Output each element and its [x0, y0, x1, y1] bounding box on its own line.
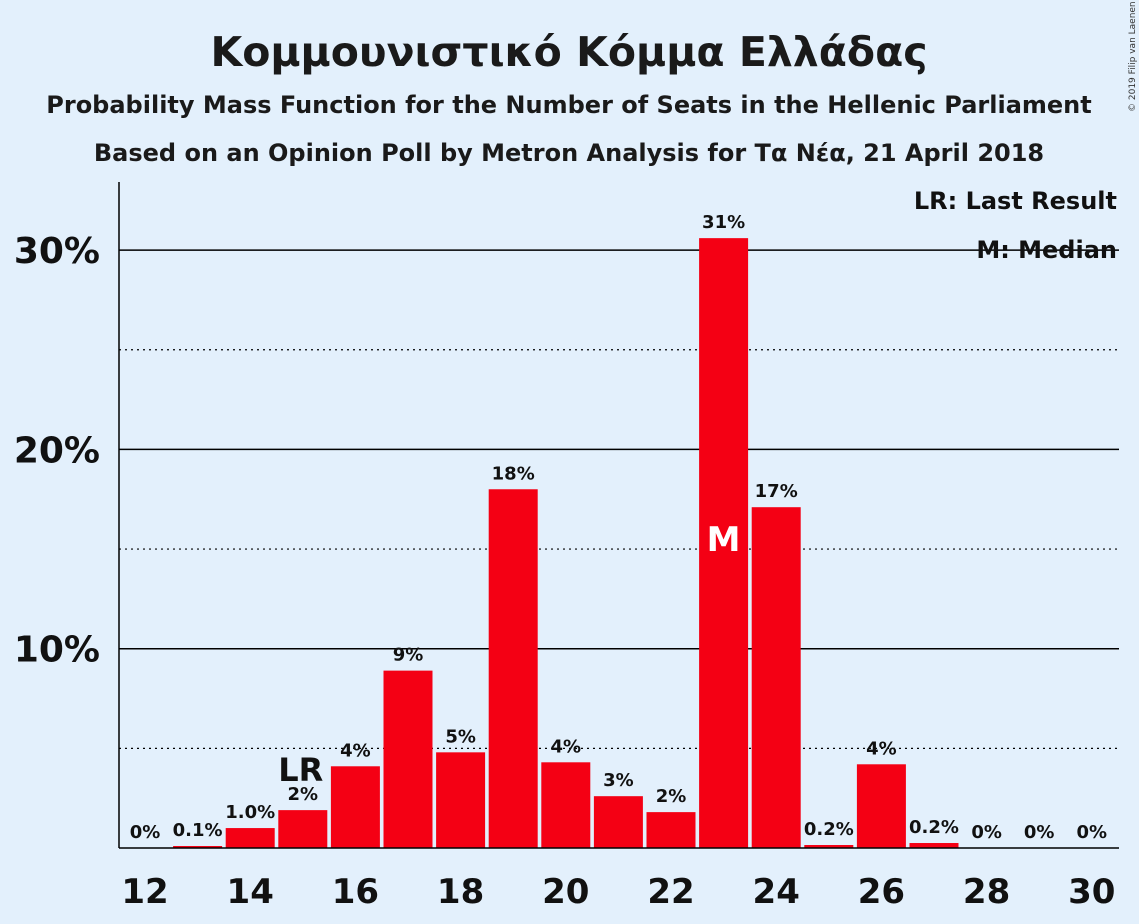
bar-value-label: 0.2% [804, 819, 854, 840]
bar [593, 796, 643, 848]
x-tick-label: 26 [858, 872, 905, 912]
bar-value-label: 4% [340, 740, 371, 761]
last-result-marker: LR [278, 751, 323, 789]
bar-value-label: 1.0% [225, 802, 275, 823]
grid-lines [119, 249, 1119, 749]
bar-value-label: 5% [445, 726, 476, 747]
bar-value-label: 2% [288, 784, 319, 805]
bar-value-label: 0% [130, 822, 161, 843]
bar-value-label: 4% [866, 738, 897, 759]
legend-last-result: LR: Last Result [914, 187, 1117, 215]
bar-labels-group: 0% 0.1%1.0% 2% 4% 9% 5% 18% 4% 3% 2% 31% 17% 0.2% 4% 0… [130, 212, 1107, 843]
bar-value-label: 0% [971, 822, 1002, 843]
x-tick-label: 22 [647, 872, 694, 912]
median-marker: M [707, 520, 741, 560]
bar [436, 752, 486, 848]
bar-value-label: 2% [656, 786, 687, 807]
bars-group [173, 238, 959, 849]
chart-title: Κομμουνιστικό Κόμμα Ελλάδας [210, 28, 927, 76]
bar-value-label: 4% [551, 736, 582, 757]
x-tick-label: 12 [121, 872, 168, 912]
bar [225, 828, 275, 848]
y-tick-label: 10% [14, 630, 100, 671]
bar [488, 489, 538, 848]
x-tick-label: 28 [963, 872, 1010, 912]
x-tick-label: 30 [1068, 872, 1115, 912]
bar-value-label: 18% [492, 463, 535, 484]
y-axis-ticks: 10% 20% 30% [14, 231, 100, 671]
bar [278, 810, 328, 848]
bar-value-label: 0.2% [909, 817, 959, 838]
bar [383, 670, 433, 848]
x-tick-label: 24 [753, 872, 800, 912]
bar [173, 846, 223, 848]
bar-value-label: 31% [702, 212, 745, 233]
bar-value-label: 17% [755, 481, 798, 502]
bar [856, 764, 906, 848]
bar-value-label: 0% [1077, 822, 1108, 843]
y-tick-label: 30% [14, 231, 100, 272]
copyright-text: © 2019 Filip van Laenen [1128, 1, 1138, 112]
legend-median: M: Median [976, 236, 1117, 264]
bar-value-label: 0.1% [173, 820, 223, 841]
chart-subtitle-2: Based on an Opinion Poll by Metron Analy… [94, 139, 1044, 167]
x-tick-label: 14 [227, 872, 274, 912]
bar-value-label: 0% [1024, 822, 1055, 843]
x-axis-ticks: 12 14 16 18 20 22 24 26 28 30 [121, 872, 1115, 912]
x-tick-label: 20 [542, 872, 589, 912]
bar [646, 812, 696, 848]
bar [751, 507, 801, 848]
bar-value-label: 9% [393, 645, 424, 666]
bar [541, 762, 591, 848]
chart-subtitle: Probability Mass Function for the Number… [46, 91, 1091, 119]
bar-value-label: 3% [603, 770, 634, 791]
x-tick-label: 18 [437, 872, 484, 912]
bar [330, 766, 380, 848]
y-tick-label: 20% [14, 430, 100, 471]
x-tick-label: 16 [332, 872, 379, 912]
bar [909, 843, 959, 848]
bar [804, 845, 854, 848]
bar [699, 238, 749, 849]
